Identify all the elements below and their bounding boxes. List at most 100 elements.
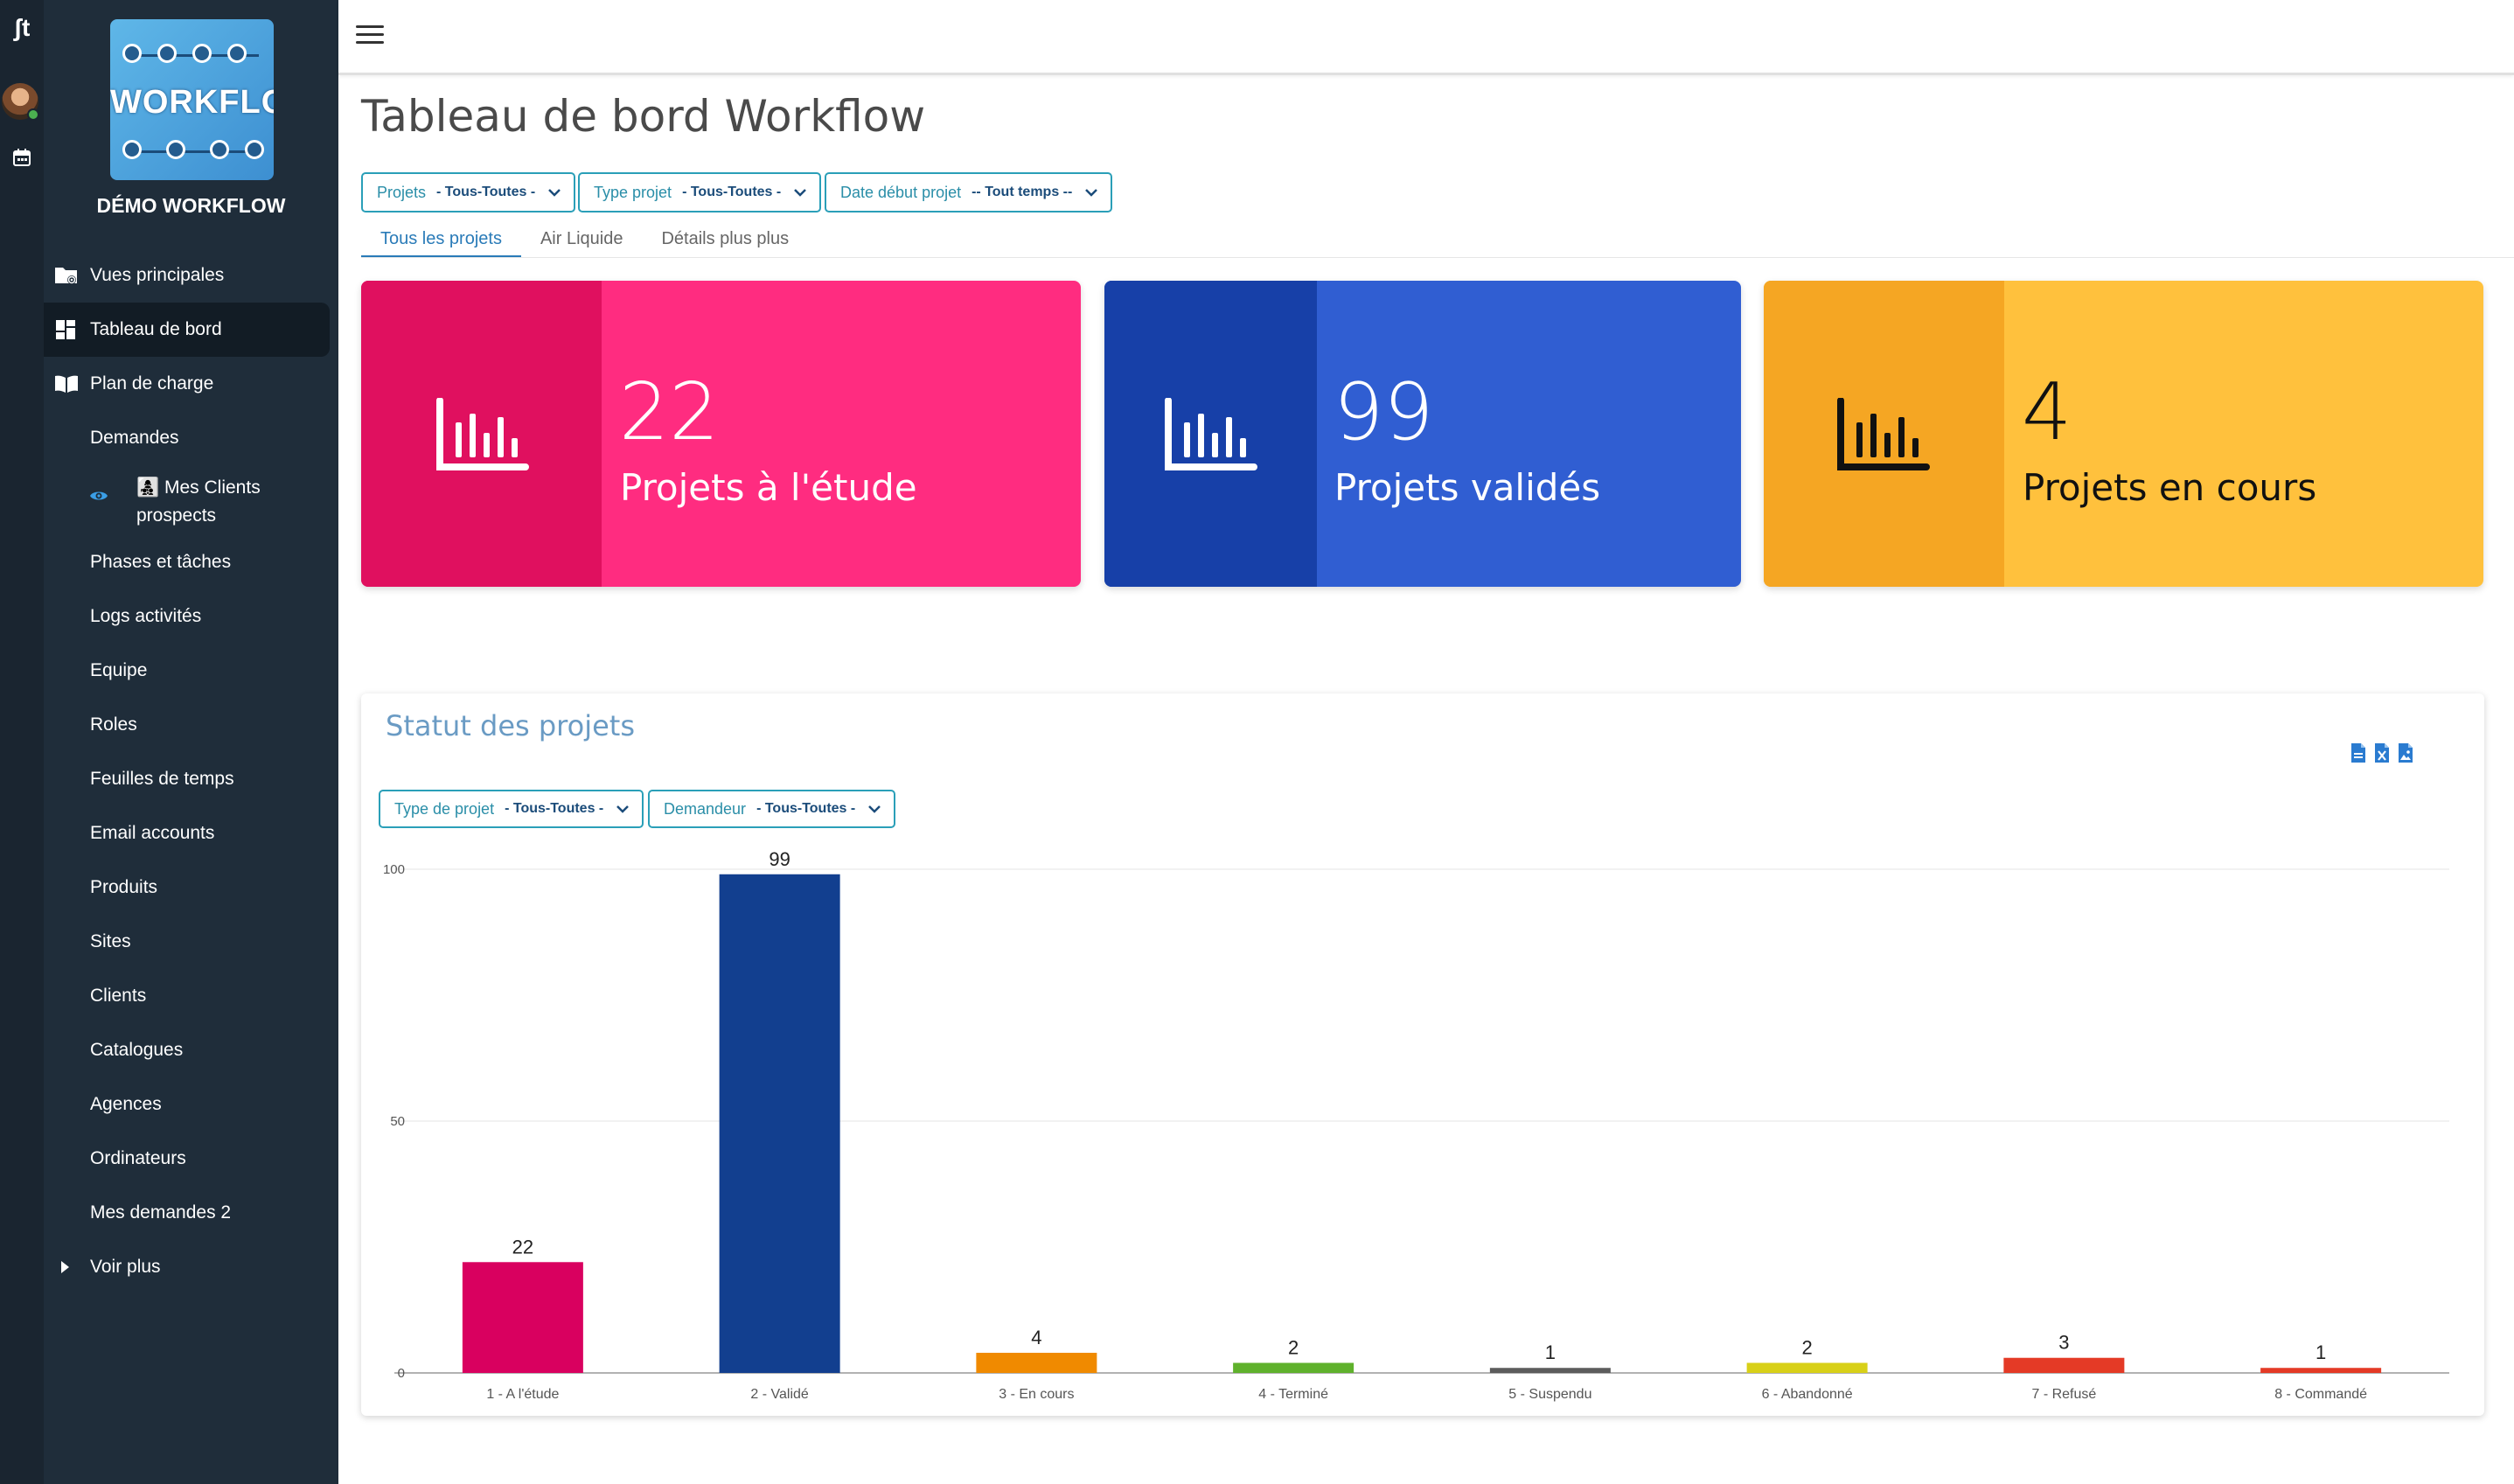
image-export-icon[interactable] — [2397, 742, 2414, 763]
sidebar-item-logs-activites[interactable]: Logs activités — [44, 589, 338, 644]
sidebar-item-sites[interactable]: Sites — [44, 915, 338, 969]
sidebar-item-label: Tableau de bord — [90, 319, 222, 339]
excel-export-icon[interactable] — [2373, 742, 2391, 763]
dashboard-icon — [56, 320, 75, 339]
kpi-card-projets-en-cours[interactable]: 4 Projets en cours — [1764, 281, 2483, 587]
y-tick-label: 100 — [383, 862, 405, 877]
kpi-icon-panel — [1104, 281, 1317, 587]
calendar-icon[interactable] — [11, 147, 32, 168]
filter-projets[interactable]: Projets - Tous-Toutes - — [361, 172, 576, 212]
filter-type-de-projet[interactable]: Type de projet - Tous-Toutes - — [379, 790, 644, 828]
sidebar-item-voir-plus[interactable]: Voir plus — [44, 1240, 338, 1294]
bar-value-label: 2 — [1802, 1336, 1813, 1358]
caret-right-icon — [61, 1261, 69, 1273]
sidebar-item-label: Clients — [90, 986, 147, 1006]
sidebar-item-catalogues[interactable]: Catalogues — [44, 1023, 338, 1077]
sidebar-item-label: Vues principales — [90, 265, 225, 285]
filter-type-projet[interactable]: Type projet - Tous-Toutes - — [578, 172, 822, 212]
sidebar-item-email-accounts[interactable]: Email accounts — [44, 806, 338, 860]
chevron-down-icon — [794, 189, 807, 197]
filter-value: - Tous-Toutes - — [505, 801, 604, 816]
sidebar-item-label: Mes demandes 2 — [90, 1202, 232, 1223]
x-tick-label: 3 - En cours — [999, 1387, 1074, 1402]
top-bar — [338, 0, 2514, 75]
sidebar-item-ordinateurs[interactable]: Ordinateurs — [44, 1132, 338, 1186]
bar-1[interactable] — [462, 1262, 583, 1373]
status-chart-card: Statut des projets Type de projet - Tous… — [361, 693, 2484, 1416]
sidebar-item-plan-de-charge[interactable]: Plan de charge — [44, 357, 338, 411]
bar-value-label: 22 — [512, 1236, 533, 1258]
x-tick-label: 1 - A l'étude — [486, 1387, 559, 1402]
x-tick-label: 6 - Abandonné — [1762, 1387, 1853, 1402]
page-title: Tableau de bord Workflow — [361, 91, 926, 142]
sidebar-item-vues-principales[interactable]: Vues principales — [44, 248, 338, 303]
chart-title: Statut des projets — [386, 709, 635, 742]
sidebar-item-label: Voir plus — [90, 1257, 161, 1277]
bar-value-label: 99 — [769, 848, 790, 870]
sidebar-item-label: Feuilles de temps — [90, 769, 234, 789]
bar-7[interactable] — [2003, 1357, 2125, 1373]
bar-value-label: 1 — [1545, 1341, 1556, 1363]
sidebar-menu: Vues principales Tableau de bord Plan de… — [44, 248, 338, 1294]
icon-rail: ʃt — [0, 0, 44, 1484]
x-tick-label: 8 - Commandé — [2274, 1387, 2367, 1402]
bar-value-label: 2 — [1288, 1336, 1299, 1358]
sidebar-item-label: Phases et tâches — [90, 552, 232, 572]
online-status-icon — [27, 108, 39, 121]
tab-air-liquide[interactable]: Air Liquide — [540, 229, 623, 248]
sidebar-item-agences[interactable]: Agences — [44, 1077, 338, 1132]
kpi-card-projets-valides[interactable]: 99 Projets validés — [1104, 281, 1741, 587]
hamburger-menu-icon[interactable] — [356, 25, 384, 46]
folder-eye-icon — [55, 268, 77, 284]
chevron-down-icon — [1085, 189, 1098, 197]
tabs-divider — [361, 257, 2514, 258]
family-emoji-icon: 👩‍👧‍👦 — [136, 477, 160, 498]
bar-5[interactable] — [1489, 1368, 1611, 1373]
workflow-logo[interactable]: WORKFLOW — [110, 19, 274, 180]
bar-2[interactable] — [719, 874, 840, 1373]
filter-value: - Tous-Toutes - — [682, 185, 782, 199]
sidebar-item-label: Demandes — [90, 428, 179, 448]
kpi-value: 4 — [2022, 366, 2072, 458]
filter-value: - Tous-Toutes - — [436, 185, 536, 199]
kpi-label: Projets en cours — [2023, 466, 2317, 509]
filter-date-debut-projet[interactable]: Date début projet -- Tout temps -- — [825, 172, 1113, 212]
chevron-down-icon — [616, 805, 630, 813]
sidebar-item-demandes[interactable]: Demandes — [44, 411, 338, 465]
filter-value: - Tous-Toutes - — [756, 801, 856, 816]
chevron-down-icon — [868, 805, 881, 813]
pdf-export-icon[interactable] — [2350, 742, 2367, 763]
sidebar-item-produits[interactable]: Produits — [44, 860, 338, 915]
sidebar-item-label: Email accounts — [90, 823, 215, 843]
tab-details-plus-plus[interactable]: Détails plus plus — [661, 229, 790, 248]
sidebar-item-roles[interactable]: Roles — [44, 698, 338, 752]
bar-chart-icon — [1837, 398, 1930, 470]
sidebar-item-label: Logs activités — [90, 606, 202, 626]
bar-value-label: 3 — [2058, 1332, 2069, 1354]
bar-value-label: 1 — [2316, 1341, 2326, 1363]
chevron-down-icon — [548, 189, 561, 197]
sidebar-item-feuilles-de-temps[interactable]: Feuilles de temps — [44, 752, 338, 806]
filter-label: Date début projet — [840, 183, 962, 201]
filter-label: Type projet — [594, 183, 672, 201]
sidebar-item-equipe[interactable]: Equipe — [44, 644, 338, 698]
filter-label: Type de projet — [394, 799, 495, 818]
sidebar-item-mes-demandes-2[interactable]: Mes demandes 2 — [44, 1186, 338, 1240]
bar-4[interactable] — [1233, 1362, 1354, 1373]
tab-tous-les-projets[interactable]: Tous les projets — [361, 221, 521, 258]
sidebar-item-mes-clients-prospects[interactable]: 👩‍👧‍👦 Mes Clients prospects — [44, 465, 338, 535]
bar-8[interactable] — [2260, 1368, 2382, 1373]
filter-label: Projets — [377, 183, 427, 201]
sidebar-item-label: Roles — [90, 714, 137, 735]
bar-3[interactable] — [976, 1352, 1097, 1373]
sidebar-item-clients[interactable]: Clients — [44, 969, 338, 1023]
filter-demandeur[interactable]: Demandeur - Tous-Toutes - — [648, 790, 896, 828]
sidebar-item-phases-et-taches[interactable]: Phases et tâches — [44, 535, 338, 589]
bar-6[interactable] — [1746, 1362, 1868, 1373]
sidebar-item-tableau-de-bord[interactable]: Tableau de bord — [44, 303, 330, 357]
kpi-card-projets-a-l-etude[interactable]: 22 Projets à l'étude — [361, 281, 1081, 587]
app-logo-icon[interactable]: ʃt — [13, 14, 31, 41]
book-open-icon — [55, 375, 78, 393]
bar-chart-icon — [436, 398, 529, 470]
